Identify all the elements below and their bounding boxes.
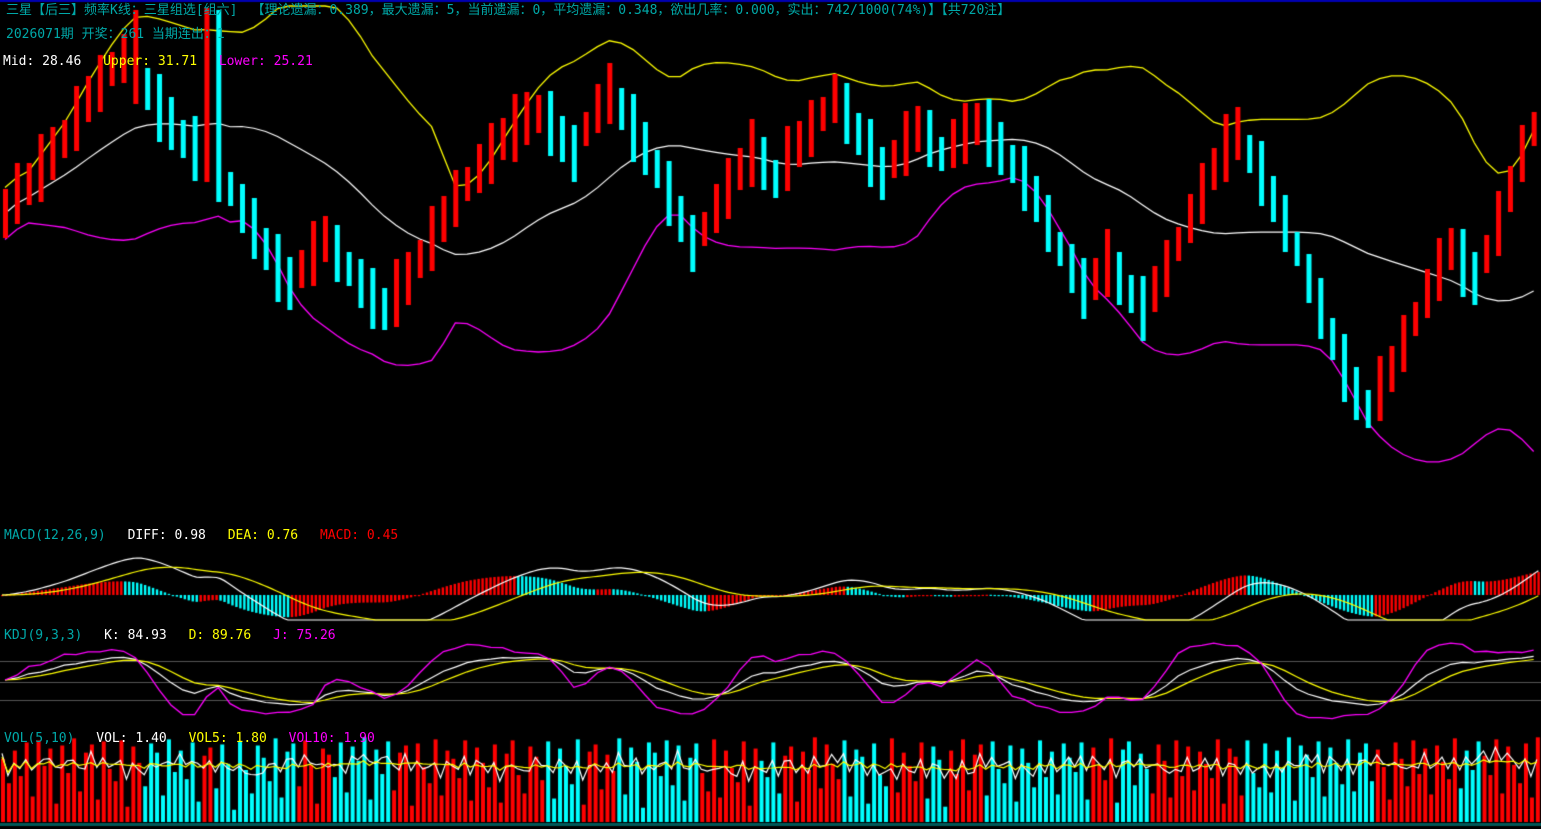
kline-analysis-window: 三星【后三】频率K线：三星组选[组六] 【理论遗漏：0.389，最大遗漏：5，当前… <box>0 0 1541 829</box>
kline-chart-canvas[interactable] <box>0 0 1541 829</box>
